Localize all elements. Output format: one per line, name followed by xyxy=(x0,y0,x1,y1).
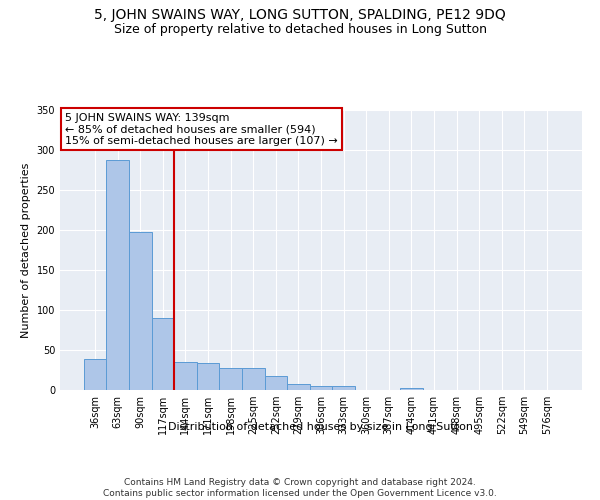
Bar xyxy=(310,386,332,390)
Bar xyxy=(400,388,422,390)
Bar xyxy=(332,386,355,390)
Text: Contains HM Land Registry data © Crown copyright and database right 2024.
Contai: Contains HM Land Registry data © Crown c… xyxy=(103,478,497,498)
Bar xyxy=(129,232,152,390)
Bar xyxy=(197,363,220,390)
Text: 5, JOHN SWAINS WAY, LONG SUTTON, SPALDING, PE12 9DQ: 5, JOHN SWAINS WAY, LONG SUTTON, SPALDIN… xyxy=(94,8,506,22)
Text: Size of property relative to detached houses in Long Sutton: Size of property relative to detached ho… xyxy=(113,22,487,36)
Bar xyxy=(287,384,310,390)
Bar xyxy=(265,376,287,390)
Y-axis label: Number of detached properties: Number of detached properties xyxy=(21,162,31,338)
Text: Distribution of detached houses by size in Long Sutton: Distribution of detached houses by size … xyxy=(169,422,473,432)
Bar xyxy=(174,362,197,390)
Bar xyxy=(152,318,174,390)
Bar xyxy=(220,368,242,390)
Bar xyxy=(242,368,265,390)
Bar xyxy=(106,160,129,390)
Bar xyxy=(84,359,106,390)
Text: 5 JOHN SWAINS WAY: 139sqm
← 85% of detached houses are smaller (594)
15% of semi: 5 JOHN SWAINS WAY: 139sqm ← 85% of detac… xyxy=(65,113,338,146)
